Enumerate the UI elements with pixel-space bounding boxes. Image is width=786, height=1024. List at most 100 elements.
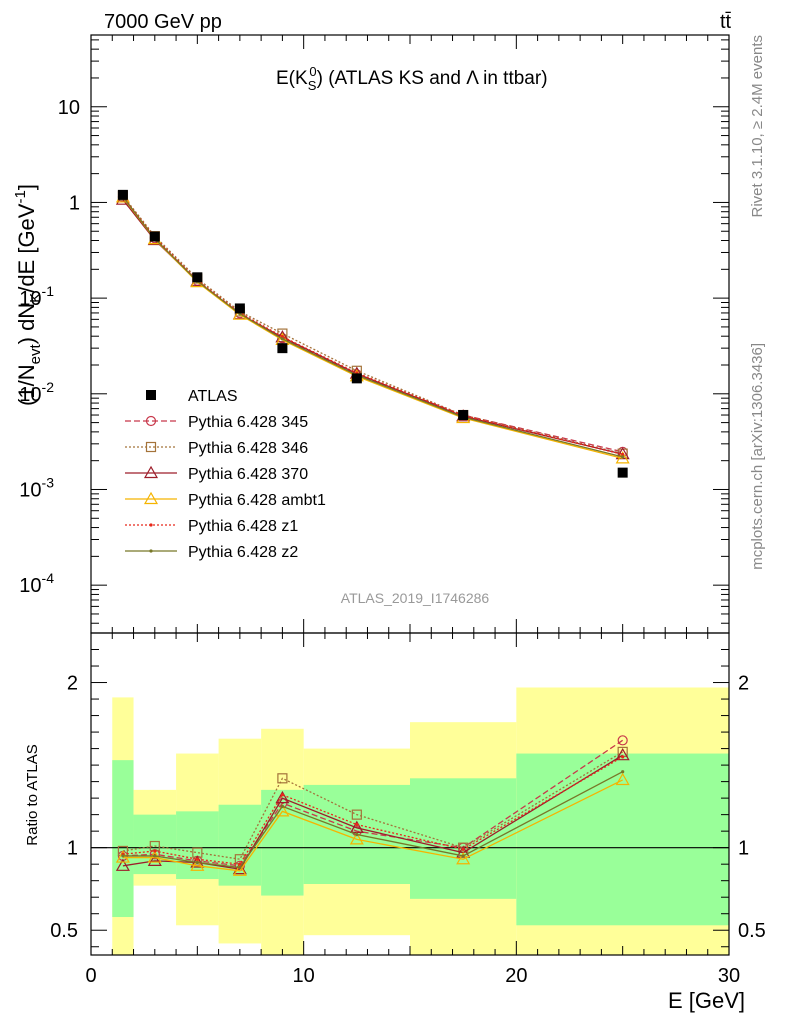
marker-dot [280, 335, 284, 339]
main-line-z2 [122, 196, 623, 458]
marker-triangle [349, 832, 364, 845]
band-inner [133, 814, 177, 875]
marker-dot [153, 849, 157, 853]
marker-circle [145, 415, 157, 427]
header-right: tt̄ [720, 11, 732, 33]
uncertainty-bands [91, 687, 729, 955]
marker-dot [238, 862, 242, 866]
main-line-z1 [122, 196, 623, 456]
marker-triangle [115, 858, 130, 871]
x-axis-label: E [GeV] [668, 988, 745, 1013]
marker-triangle [115, 850, 130, 863]
band-inner [516, 753, 729, 926]
x-tick-label: 30 [718, 965, 740, 987]
marker-dot [238, 865, 242, 870]
marker-triangle [143, 491, 159, 505]
mcplots-label: mcplots.cern.ch [arXiv:1306.3436] [749, 343, 766, 570]
main-series-group [115, 189, 630, 478]
marker-triangle [147, 853, 162, 866]
marker-dot [121, 854, 125, 858]
band-inner [410, 778, 517, 899]
y-tick-label: 10-4 [19, 570, 54, 597]
y-tick-label: 10-3 [19, 474, 54, 501]
marker-dot [195, 860, 199, 865]
y-axis-label: (1/Nevt) dNK/dE [GeV-1] [12, 184, 44, 406]
data-point [117, 189, 128, 200]
band-inner [112, 760, 134, 918]
legend-marker-data [146, 390, 156, 400]
data-point [458, 410, 469, 421]
data-point [277, 343, 288, 354]
data-point [192, 272, 203, 283]
ratio-line-p370 [122, 754, 624, 870]
marker-triangle [615, 451, 630, 464]
legend-label-p346: Pythia 6.428 346 [188, 440, 308, 457]
marker-dot [280, 804, 284, 808]
legend-label-ambt1: Pythia 6.428 ambt1 [188, 492, 326, 509]
x-tick-label: 0 [85, 965, 96, 987]
main-panel-frame [90, 34, 730, 634]
ratio-tick-label: 0.5 [50, 920, 78, 942]
marker-dot [621, 770, 625, 774]
ratio-line-ambt1 [122, 779, 623, 872]
y-tick-label: 10-2 [19, 379, 54, 406]
marker-triangle [143, 465, 159, 479]
marker-dot [195, 857, 199, 861]
y-tick-label: 1 [69, 192, 80, 214]
y-tick-label: 10-1 [19, 283, 54, 310]
legend: ATLAS Pythia 6.428 345 Pythia 6.428 346 Pyt… [125, 388, 326, 561]
ratio-axis-label: Ratio to ATLAS [24, 744, 41, 845]
band-inner [176, 811, 219, 880]
marker-triangle [615, 747, 630, 761]
x-tick-label: 10 [293, 965, 315, 987]
marker-dot [280, 793, 284, 797]
legend-label-p345: Pythia 6.428 345 [188, 414, 308, 431]
y-tick-label: 10 [58, 97, 80, 119]
marker-dot [461, 847, 465, 851]
marker-triangle [232, 863, 247, 876]
marker-square [145, 441, 157, 453]
legend-label-z1: Pythia 6.428 z1 [188, 518, 298, 535]
ratio-series-group [115, 735, 630, 876]
marker-square [351, 809, 362, 820]
main-line-p346 [122, 195, 623, 455]
ratio-tick-label: 1 [738, 838, 749, 860]
rivet-label: Rivet 3.1.10, ≥ 2.4M events [749, 35, 766, 218]
marker-dot [621, 755, 625, 759]
ratio-line-z2 [122, 771, 623, 869]
marker-circle [617, 735, 628, 746]
ratio-tick-label: 1 [67, 838, 78, 860]
main-title: E(KS0) (ATLAS KS and Λ in ttbar) [276, 64, 548, 93]
marker-dot [153, 854, 157, 858]
marker-triangle [615, 772, 630, 786]
marker-dot [149, 549, 153, 553]
data-point [234, 303, 245, 314]
marker-dot [621, 455, 625, 459]
marker-dot [280, 337, 284, 341]
analysis-watermark: ATLAS_2019_I1746286 [341, 590, 490, 606]
marker-dot [461, 854, 465, 858]
marker-dot [621, 452, 625, 457]
legend-label-z2: Pythia 6.428 z2 [188, 544, 298, 561]
marker-square [277, 773, 288, 784]
marker-triangle [232, 861, 247, 875]
legend-label-data: ATLAS [188, 388, 238, 405]
x-tick-label: 20 [505, 965, 527, 987]
marker-dot [149, 523, 153, 527]
ratio-line-p346 [122, 751, 624, 860]
marker-triangle [190, 858, 205, 871]
data-point [149, 231, 160, 242]
header-left: 7000 GeV pp [104, 11, 222, 33]
ratio-tick-label: 0.5 [738, 920, 766, 942]
ratio-tick-label: 2 [67, 673, 78, 695]
marker-triangle [275, 790, 290, 804]
data-point [617, 467, 628, 478]
marker-dot [355, 832, 359, 837]
axis-ticks: 0 10 20 30 10 1 10-1 10-2 10-3 10-4 0.5 0.5 1 1 2 2 [19, 35, 766, 987]
marker-triangle [456, 852, 471, 865]
legend-label-p370: Pythia 6.428 370 [188, 466, 308, 483]
marker-dot [355, 822, 359, 827]
data-point [351, 373, 362, 384]
ratio-tick-label: 2 [738, 673, 749, 695]
